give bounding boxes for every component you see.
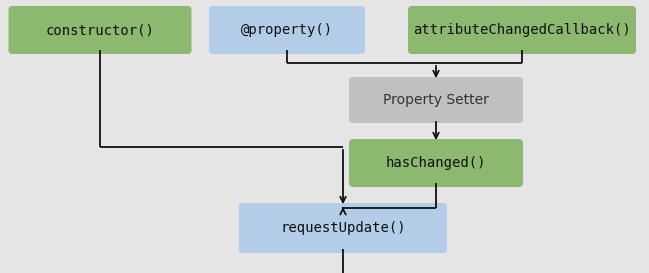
Text: hasChanged(): hasChanged() [386, 156, 486, 170]
FancyBboxPatch shape [408, 6, 636, 54]
Text: Property Setter: Property Setter [383, 93, 489, 107]
FancyBboxPatch shape [349, 77, 523, 123]
Text: requestUpdate(): requestUpdate() [280, 221, 406, 235]
Text: constructor(): constructor() [45, 23, 154, 37]
Text: attributeChangedCallback(): attributeChangedCallback() [413, 23, 631, 37]
Text: @property(): @property() [241, 23, 333, 37]
FancyBboxPatch shape [8, 6, 191, 54]
FancyBboxPatch shape [239, 203, 447, 253]
FancyBboxPatch shape [349, 139, 523, 187]
FancyBboxPatch shape [209, 6, 365, 54]
